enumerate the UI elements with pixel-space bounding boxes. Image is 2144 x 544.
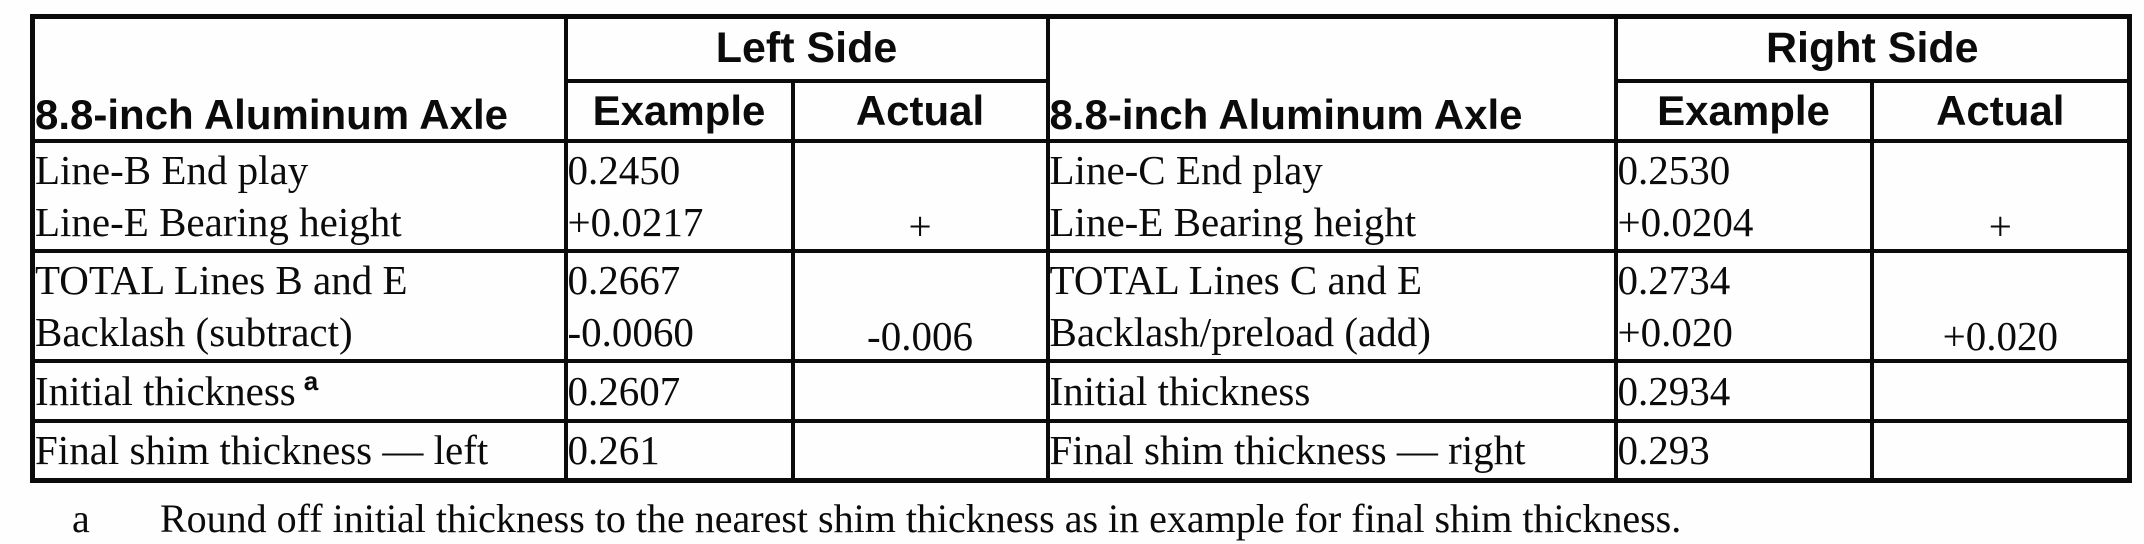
right-total-label: TOTAL Lines C and E Backlash/preload (ad… (1045, 248, 1618, 363)
label-line: Line-E Bearing height (1049, 198, 1417, 245)
left-total-actual: -0.006 (790, 248, 1050, 363)
left-final-actual (790, 418, 1050, 483)
example-line: 0.2667 (567, 256, 681, 303)
table-row-total: TOTAL Lines B and E Backlash (subtract) … (30, 248, 2132, 363)
left-initial-label: Initial thickness a (30, 358, 568, 423)
axle-header-left: 8.8-inch Aluminum Axle (30, 14, 568, 143)
label-line: Line-B End play (35, 146, 309, 193)
left-actual-header: Actual (790, 78, 1050, 143)
right-actual-header: Actual (1869, 78, 2132, 143)
right-initial-actual (1869, 358, 2132, 423)
left-side-header: Left Side (563, 14, 1050, 83)
footnote-reference: a (303, 365, 319, 396)
label-line: Line-C End play (1049, 146, 1323, 193)
example-line: 0.2530 (1617, 146, 1731, 193)
table-row-endplay: Line-B End play Line-E Bearing height 0.… (30, 138, 2132, 253)
left-example-header: Example (563, 78, 795, 143)
label-line: Backlash (subtract) (35, 308, 353, 355)
footnote-text: Round off initial thickness to the neare… (160, 496, 1682, 541)
right-example-header: Example (1613, 78, 1874, 143)
example-line: -0.0060 (567, 308, 694, 355)
shim-thickness-table: 8.8-inch Aluminum Axle Left Side 8.8-inc… (30, 14, 2133, 483)
example-line: 0.2734 (1617, 256, 1731, 303)
label-line: Line-E Bearing height (35, 198, 402, 245)
right-final-actual (1869, 418, 2132, 483)
footnote: a Round off initial thickness to the near… (72, 497, 1681, 541)
label-line: Initial thickness (35, 367, 296, 414)
left-final-example: 0.261 (563, 418, 795, 483)
right-total-actual: +0.020 (1869, 248, 2132, 363)
table-row-final: Final shim thickness — left 0.261 Final … (30, 418, 2132, 483)
example-line: 0.2450 (567, 146, 681, 193)
right-total-example: 0.2734 +0.020 (1613, 248, 1874, 363)
right-initial-label: Initial thickness (1045, 358, 1618, 423)
axle-header-right: 8.8-inch Aluminum Axle (1045, 14, 1618, 143)
left-final-label: Final shim thickness — left (30, 418, 568, 483)
example-line: +0.0217 (567, 198, 704, 245)
left-total-example: 0.2667 -0.0060 (563, 248, 795, 363)
right-endplay-example: 0.2530 +0.0204 (1613, 138, 1874, 253)
left-initial-actual (790, 358, 1050, 423)
left-endplay-label: Line-B End play Line-E Bearing height (30, 138, 568, 253)
table-header-row-columns: Example Actual Example Actual (33, 78, 2132, 143)
example-line: +0.020 (1617, 308, 1733, 355)
left-endplay-actual: + (790, 138, 1050, 253)
label-line: TOTAL Lines C and E (1049, 256, 1422, 303)
right-final-label: Final shim thickness — right (1045, 418, 1618, 483)
left-endplay-example: 0.2450 +0.0217 (563, 138, 795, 253)
table-row-initial: Initial thickness a 0.2607 Initial thickn… (30, 358, 2132, 423)
right-side-header: Right Side (1613, 14, 2132, 83)
example-line: +0.0204 (1617, 198, 1754, 245)
right-final-example: 0.293 (1613, 418, 1874, 483)
label-line: Backlash/preload (add) (1049, 308, 1431, 355)
right-endplay-actual: + (1869, 138, 2132, 253)
right-initial-example: 0.2934 (1613, 358, 1874, 423)
right-endplay-label: Line-C End play Line-E Bearing height (1045, 138, 1618, 253)
label-line: TOTAL Lines B and E (35, 256, 408, 303)
footnote-marker: a (72, 496, 90, 541)
left-total-label: TOTAL Lines B and E Backlash (subtract) (30, 248, 568, 363)
left-initial-example: 0.2607 (563, 358, 795, 423)
table-header-row-sides: 8.8-inch Aluminum Axle Left Side 8.8-inc… (30, 14, 2132, 143)
